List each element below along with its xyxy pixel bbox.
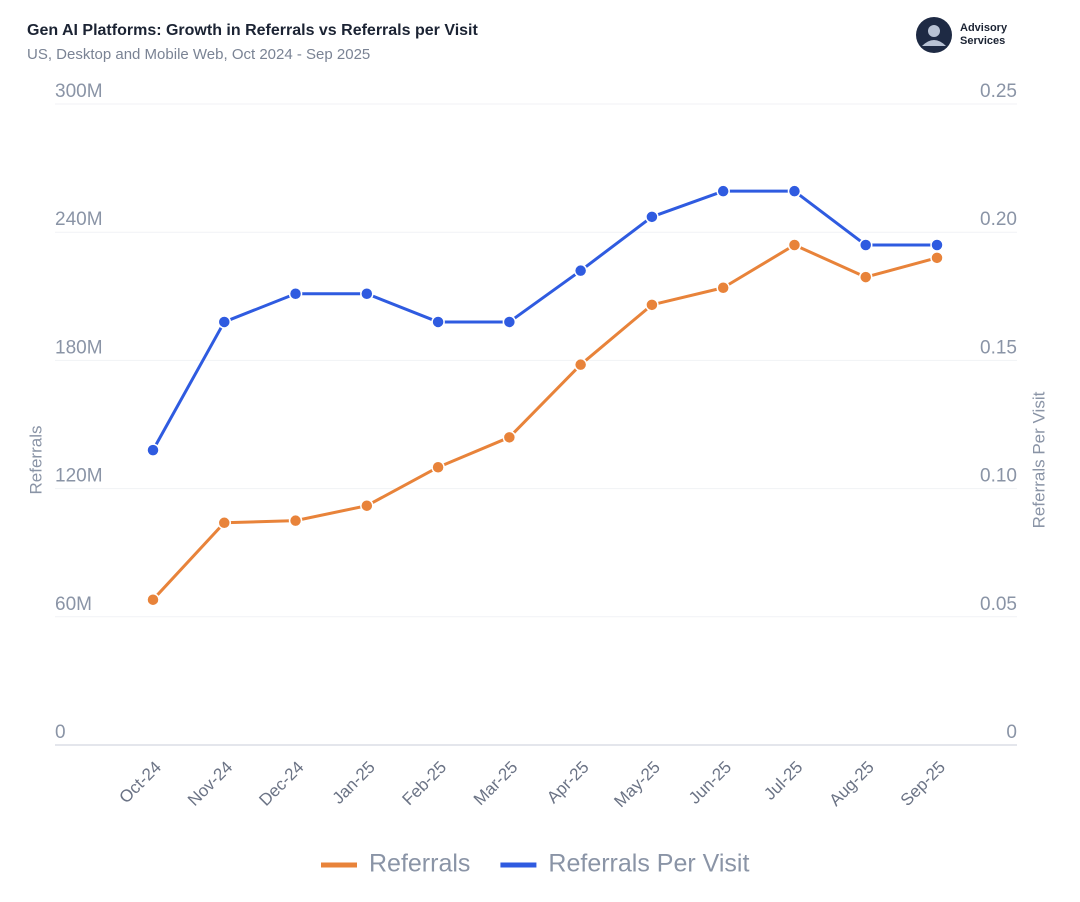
y-tick-label: 240M <box>55 209 103 230</box>
data-point <box>502 430 517 445</box>
y2-tick-label: 0.25 <box>980 81 1017 102</box>
data-point <box>716 184 730 198</box>
x-tick-label: Jun-25 <box>685 758 735 808</box>
x-tick-label: Aug-25 <box>826 758 878 810</box>
y-tick-label: 0 <box>55 722 66 743</box>
x-tick-label: Jul-25 <box>760 758 806 804</box>
chart-title: Gen AI Platforms: Growth in Referrals vs… <box>27 22 478 39</box>
y-tick-label: 180M <box>55 337 103 358</box>
y2-tick-label: 0.15 <box>980 337 1017 358</box>
data-point <box>360 498 374 513</box>
x-tick-label: Oct-24 <box>115 758 165 808</box>
data-point <box>288 286 303 301</box>
logo-text: Advisory <box>960 22 1008 34</box>
logo-text: Services <box>960 35 1005 47</box>
logo: Advisory Services <box>916 17 1008 53</box>
data-point <box>858 270 873 284</box>
data-point <box>930 251 944 265</box>
x-tick-label: Dec-24 <box>255 758 307 810</box>
x-tick-label: May-25 <box>610 758 664 812</box>
x-tick-label: Jan-25 <box>329 758 379 808</box>
y2-tick-label: 0.20 <box>980 209 1017 230</box>
x-tick-label: Feb-25 <box>399 758 451 810</box>
y2-axis-title: Referrals Per Visit <box>1029 391 1048 528</box>
y2-tick-label: 0.10 <box>980 466 1017 487</box>
series-line <box>151 189 937 451</box>
x-tick-label: Apr-25 <box>543 758 593 808</box>
data-point <box>288 513 303 528</box>
data-point <box>930 238 944 252</box>
data-point <box>431 315 445 329</box>
x-tick-label: Nov-24 <box>184 758 236 810</box>
x-tick-label: Sep-25 <box>897 758 949 810</box>
data-point <box>502 315 517 329</box>
data-point <box>431 460 445 474</box>
data-point <box>645 210 659 224</box>
data-point <box>787 238 802 252</box>
data-point <box>573 263 588 278</box>
data-point <box>645 298 659 312</box>
data-point <box>573 357 588 372</box>
y2-tick-label: 0 <box>1006 722 1017 743</box>
data-point <box>146 443 160 457</box>
x-tick-label: Mar-25 <box>470 758 522 810</box>
data-point <box>360 286 374 301</box>
data-point <box>217 516 232 530</box>
series-line <box>151 243 938 601</box>
data-point <box>858 238 873 252</box>
data-point <box>716 281 730 295</box>
legend-label: Referrals Per Visit <box>548 850 749 878</box>
y2-tick-label: 0.05 <box>980 594 1017 615</box>
data-point <box>217 315 232 329</box>
data-point <box>787 184 802 198</box>
y-tick-label: 60M <box>55 594 92 615</box>
y-tick-label: 120M <box>55 466 103 487</box>
data-point <box>146 592 160 607</box>
y-tick-label: 300M <box>55 81 103 102</box>
y-axis-title: Referrals <box>26 426 45 495</box>
legend-label: Referrals <box>369 850 470 878</box>
chart-subtitle: US, Desktop and Mobile Web, Oct 2024 - S… <box>27 46 370 63</box>
